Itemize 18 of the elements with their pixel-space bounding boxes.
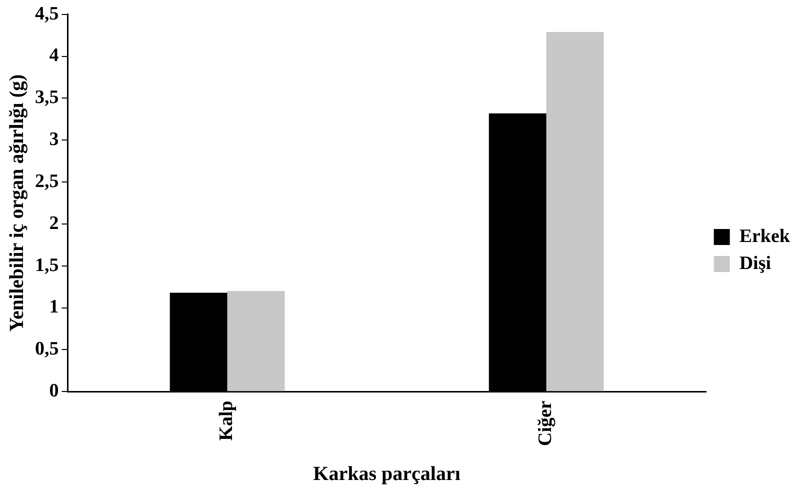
y-tick-label: 3,5 [35,87,59,108]
x-axis-title: Karkas parçaları [313,463,461,486]
y-tick-label: 4 [49,45,60,66]
y-tick-label: 2 [49,212,59,234]
x-tick-label: Ciğer [535,400,556,446]
y-tick-label: 0,5 [35,338,59,360]
y-tick-label: 3 [49,129,59,150]
bar [227,291,285,392]
y-tick-label: 1,5 [35,254,59,276]
y-tick-label: 0 [49,380,59,402]
y-axis-title: Yenilebilir iç organ ağırlığı (g) [6,74,28,332]
y-tick-label: 2,5 [35,170,59,192]
bar [546,32,604,392]
legend-label: Dişi [739,252,772,274]
y-tick-label: 4,5 [35,3,59,24]
y-tick-label: 1 [49,296,59,318]
legend-label: Erkek [739,226,790,247]
x-tick-label: Kalp [216,400,238,441]
